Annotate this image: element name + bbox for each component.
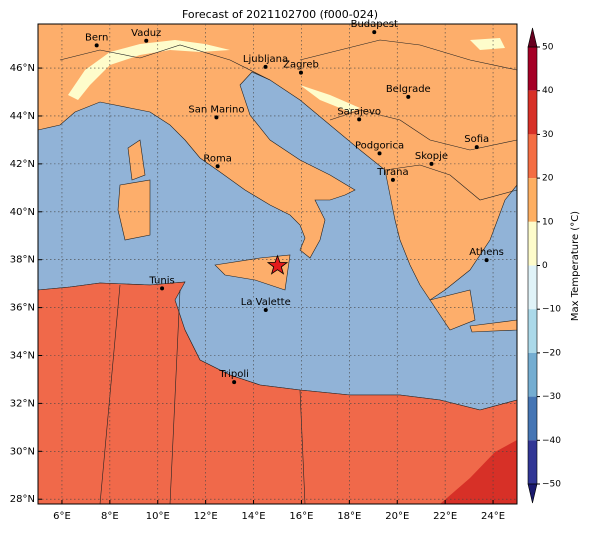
city-marker [372,30,377,35]
colorbar-tick-label: −40 [542,436,561,446]
city-marker [474,145,479,150]
islands [117,139,517,333]
colorbar-extend [527,483,538,504]
city-label: Sofia [464,134,489,145]
city-marker [357,117,362,122]
city-marker [232,380,237,385]
city-label: Budapest [351,19,398,30]
x-tick-label: 20°E [385,511,409,522]
city-marker [144,38,149,43]
colorbar-bin [528,221,537,266]
colorbar-bin [528,265,537,310]
city-label: San Marino [188,104,244,115]
colorbar-bin [528,47,537,91]
colorbar-bin [528,309,537,353]
colorbar-tick-label: −10 [542,305,561,315]
x-tick-label: 10°E [146,511,170,522]
x-tick-label: 14°E [242,511,266,522]
colorbar-tick-label: 30 [542,130,554,140]
city-marker [215,164,220,169]
city-label: Skopje [415,151,448,162]
y-tick-label: 32°N [10,398,35,409]
city-label: Tirana [376,167,408,178]
city-label: Tunis [148,275,174,286]
colorbar-tick-label: −20 [542,348,561,358]
x-tick-label: 18°E [337,511,361,522]
city-marker [406,94,411,99]
city-label: Podgorica [355,140,404,151]
location-star [266,254,289,275]
y-tick-label: 34°N [10,350,35,361]
y-tick-label: 36°N [10,303,35,314]
city-label: Sarajevo [337,106,381,117]
city-label: Tripoli [218,369,249,380]
colorbar-bin [528,440,537,484]
colorbar-tick-label: 50 [542,43,554,53]
y-tick-label: 44°N [10,111,35,122]
colorbar-bin [528,134,537,179]
y-tick-label: 28°N [10,494,35,505]
city-label: Athens [469,247,504,258]
x-tick-label: 22°E [433,511,457,522]
y-tick-label: 46°N [10,63,35,74]
x-tick-label: 24°E [481,511,505,522]
city-marker [298,70,303,75]
colorbar-bin [528,396,537,441]
city-label: Zagreb [283,60,319,71]
y-tick-label: 40°N [10,207,35,218]
chart-title: Forecast of 2021102700 (f000-024) [182,8,378,21]
city-label: La Valette [241,297,291,308]
colorbar-bin [528,352,537,397]
colorbar-tick-label: 0 [542,261,548,271]
city-marker [160,286,165,291]
city-marker [94,43,99,48]
borders [59,39,517,504]
x-tick-label: 8°E [101,511,119,522]
colorbar-bin [528,90,537,135]
city-marker [377,151,382,156]
colorbar-tick-label: 20 [542,174,554,184]
city-label: Roma [203,153,232,164]
city-marker [429,161,434,166]
city-label: Bern [85,32,108,43]
colorbar-tick-label: −30 [542,392,561,402]
colorbar-bin [528,178,537,222]
city-marker [390,177,395,182]
y-tick-label: 38°N [10,255,35,266]
colorbar-tick-label: 10 [542,217,554,227]
city-marker [263,307,268,312]
x-tick-label: 12°E [194,511,218,522]
x-tick-label: 16°E [289,511,313,522]
colorbar-tick-label: −50 [542,480,561,490]
map-frame [37,23,518,505]
city-label: Ljubljana [243,54,288,65]
city-label: Vaduz [131,28,161,39]
x-tick-label: 6°E [53,511,71,522]
hot-area [440,440,517,504]
colorbar-tick-label: 40 [542,86,554,96]
colorbar-label: Max Temperature (°C) [570,211,581,321]
y-tick-label: 42°N [10,159,35,170]
city-marker [214,115,219,120]
city-marker [484,258,489,263]
y-tick-label: 30°N [10,446,35,457]
city-marker [263,64,268,69]
colorbar-extend [527,27,538,48]
city-label: Belgrade [386,84,431,95]
